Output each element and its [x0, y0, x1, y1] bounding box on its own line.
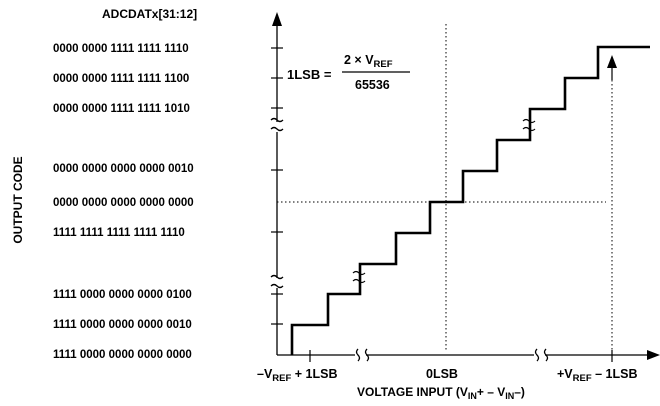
y-axis: [270, 24, 284, 355]
x-axis: [277, 348, 650, 362]
transfer-staircase: [290, 45, 650, 355]
staircase-break-marks: [352, 118, 536, 284]
output-code-label: 0000 0000 0000 0000 0010: [53, 163, 194, 175]
x-label-zero: 0LSB: [426, 367, 458, 381]
output-code-label: 0000 0000 0000 0000 0000: [53, 197, 194, 209]
output-code-labels: 0000 0000 1111 1111 1110 0000 0000 1111 …: [53, 43, 194, 361]
register-label: ADCDATx[31:12]: [102, 7, 197, 21]
output-code-label: 1111 0000 0000 0000 0000: [53, 349, 192, 361]
formula-lhs: 1LSB =: [287, 67, 332, 82]
x-label-positive-fullscale: +VREF – 1LSB: [557, 367, 638, 384]
output-code-label: 0000 0000 1111 1111 1110: [53, 43, 189, 55]
y-axis-arrow-icon: [272, 12, 282, 26]
x-axis-ticks: [309, 350, 613, 362]
formula-denominator: 65536: [355, 78, 390, 92]
formula-numerator: 2 × VREF: [344, 53, 393, 70]
output-code-label: 1111 0000 0000 0000 0010: [53, 319, 192, 331]
output-code-label: 1111 1111 1111 1111 1110: [53, 227, 185, 239]
x-axis-arrow-icon: [647, 350, 660, 360]
lsb-formula: 1LSB = 2 × VREF 65536: [287, 53, 410, 92]
x-label-negative-fullscale: –VREF + 1LSB: [257, 367, 338, 384]
output-code-label: 0000 0000 1111 1111 1010: [53, 103, 190, 115]
output-code-label: 0000 0000 1111 1111 1100: [53, 73, 189, 85]
y-axis-ticks: [271, 47, 283, 325]
y-axis-title: OUTPUT CODE: [11, 156, 25, 243]
output-code-label: 1111 0000 0000 0000 0100: [53, 289, 192, 301]
full-scale-arrow-icon: [607, 55, 617, 68]
x-axis-title: VOLTAGE INPUT (VIN+ – VIN–): [357, 385, 525, 401]
